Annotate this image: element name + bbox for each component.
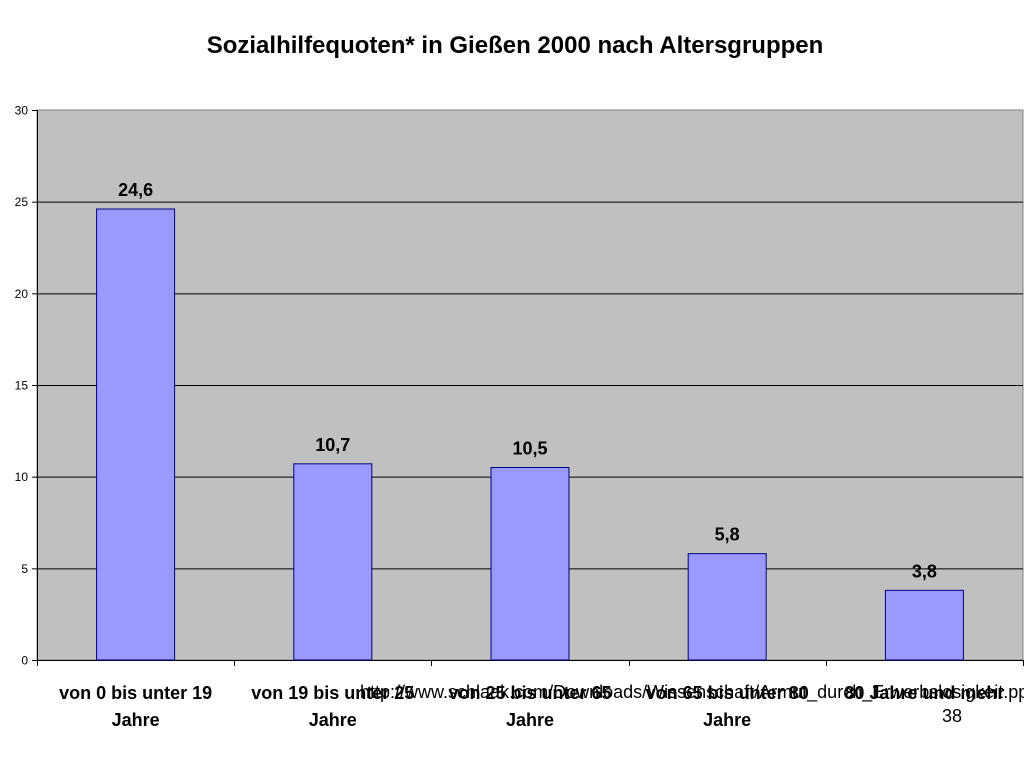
y-tick-label: 20 — [15, 287, 29, 301]
data-labels: 24,6 10,7 10,5 5,8 3,8 — [118, 180, 937, 581]
y-tick-label: 0 — [21, 654, 28, 668]
chart-title: Sozialhilfequoten* in Gießen 2000 nach A… — [206, 32, 824, 59]
data-label: 24,6 — [118, 180, 153, 200]
page-number: 38 — [941, 706, 963, 726]
y-tick-label: 25 — [15, 195, 29, 209]
y-tick-label: 5 — [21, 562, 28, 576]
x-tick-label: 80 Jahre und mehr — [844, 683, 1005, 703]
data-label: 3,8 — [912, 561, 937, 581]
footer-url: http://www.schlaak.com/Downloads/Wissens… — [360, 682, 1024, 702]
y-axis: 0 5 10 15 20 25 30 — [15, 104, 38, 668]
bar — [490, 467, 570, 661]
bar — [293, 463, 373, 661]
bars — [96, 208, 964, 661]
bar — [884, 589, 964, 661]
x-tick-label: von 25 bis unter 65 Jahre — [448, 683, 612, 730]
x-axis — [37, 660, 1024, 666]
x-tick-label: von 0 bis unter 19 Jahre — [59, 683, 213, 730]
data-label: 10,5 — [512, 439, 547, 459]
bar — [687, 553, 767, 661]
y-tick-label: 15 — [15, 379, 29, 393]
y-tick-label: 10 — [15, 470, 29, 484]
data-label: 10,7 — [315, 435, 350, 455]
x-tick-label: von 19 bis unter 25 Jahre — [251, 683, 415, 730]
bar — [96, 208, 176, 661]
data-label: 5,8 — [715, 525, 740, 545]
x-tick-label: von 65 bis unter 80 Jahre — [645, 683, 809, 730]
y-tick-label: 30 — [15, 104, 29, 118]
